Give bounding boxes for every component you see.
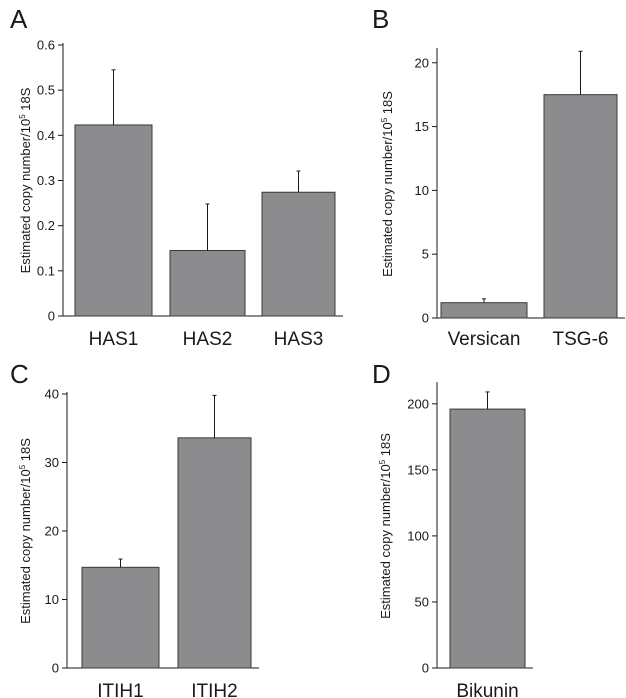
y-axis-label-superscript: 5 bbox=[18, 464, 27, 469]
y-axis-label: Estimated copy number/105 18S bbox=[18, 438, 33, 624]
panel-letter: A bbox=[10, 4, 28, 34]
y-axis-label-text: Estimated copy number/10 bbox=[380, 122, 395, 277]
y-tick-label: 0 bbox=[52, 661, 59, 676]
panel-letter: D bbox=[372, 359, 391, 389]
bar bbox=[261, 191, 336, 317]
category-label: HAS1 bbox=[89, 329, 139, 350]
y-tick-label: 0 bbox=[422, 311, 429, 326]
y-tick-label: 0 bbox=[48, 309, 55, 324]
category-label: ITIH2 bbox=[191, 681, 237, 698]
bar bbox=[177, 437, 252, 669]
y-axis-label-unit: 18S bbox=[378, 433, 393, 460]
y-tick-label: 0.4 bbox=[37, 128, 55, 143]
bar bbox=[449, 408, 526, 669]
y-axis-label-unit: 18S bbox=[380, 91, 395, 118]
y-tick-label: 0.5 bbox=[37, 83, 55, 98]
bar bbox=[169, 250, 246, 317]
y-tick-label: 5 bbox=[422, 247, 429, 262]
y-tick-label: 30 bbox=[45, 455, 59, 470]
category-label: TSG-6 bbox=[553, 329, 609, 350]
y-tick-label: 0.3 bbox=[37, 173, 55, 188]
y-axis-label-text: Estimated copy number/10 bbox=[18, 469, 33, 624]
chart-panel-b: B 0 5 10 15 20 Versican TSG-6 Estimated copy num… bbox=[372, 4, 625, 350]
y-axis-label-superscript: 5 bbox=[380, 117, 389, 122]
y-tick-label: 20 bbox=[45, 524, 59, 539]
bar bbox=[74, 124, 153, 317]
y-tick-label: 40 bbox=[45, 387, 59, 402]
y-axis-label: Estimated copy number/105 18S bbox=[378, 433, 393, 619]
category-label: Versican bbox=[448, 329, 521, 350]
y-tick-label: 20 bbox=[415, 55, 429, 70]
category-label: HAS2 bbox=[183, 329, 233, 350]
chart-panel-d: D 0 50 100 150 200 Bikunin Estimated copy numbe… bbox=[372, 359, 533, 698]
y-tick-label: 0.1 bbox=[37, 263, 55, 278]
y-tick-label: 10 bbox=[415, 183, 429, 198]
y-tick-label: 15 bbox=[415, 119, 429, 134]
panel-letter: B bbox=[372, 4, 389, 34]
panel-letter: C bbox=[10, 359, 29, 389]
y-axis-label-text: Estimated copy number/10 bbox=[18, 119, 33, 274]
y-axis-label: Estimated copy number/105 18S bbox=[18, 87, 33, 273]
y-tick-label: 200 bbox=[407, 396, 429, 411]
y-axis-label-superscript: 5 bbox=[378, 459, 387, 464]
y-tick-label: 10 bbox=[45, 592, 59, 607]
y-axis-label-superscript: 5 bbox=[18, 114, 27, 119]
category-label: ITIH1 bbox=[97, 681, 143, 698]
y-tick-label: 0.2 bbox=[37, 218, 55, 233]
y-tick-label: 100 bbox=[407, 528, 429, 543]
y-tick-label: 0 bbox=[422, 661, 429, 676]
category-label: Bikunin bbox=[456, 681, 518, 698]
bar bbox=[81, 566, 160, 669]
chart-panel-a: A 0 0.1 0.2 0.3 0.4 0.5 0.6 HAS1 HAS2 HAS3 Estimate… bbox=[10, 4, 343, 350]
chart-panel-c: C 0 10 20 30 40 ITIH1 ITIH2 Estimated copy numbe… bbox=[10, 359, 259, 698]
y-axis-label: Estimated copy number/105 18S bbox=[380, 91, 395, 277]
bar bbox=[440, 302, 528, 319]
bar bbox=[543, 94, 618, 319]
y-tick-label: 0.6 bbox=[37, 38, 55, 53]
category-label: HAS3 bbox=[274, 329, 324, 350]
y-tick-label: 150 bbox=[407, 462, 429, 477]
y-axis-label-unit: 18S bbox=[18, 87, 33, 114]
y-axis-label-unit: 18S bbox=[18, 438, 33, 465]
y-axis-label-text: Estimated copy number/10 bbox=[378, 464, 393, 619]
y-tick-label: 50 bbox=[415, 594, 429, 609]
